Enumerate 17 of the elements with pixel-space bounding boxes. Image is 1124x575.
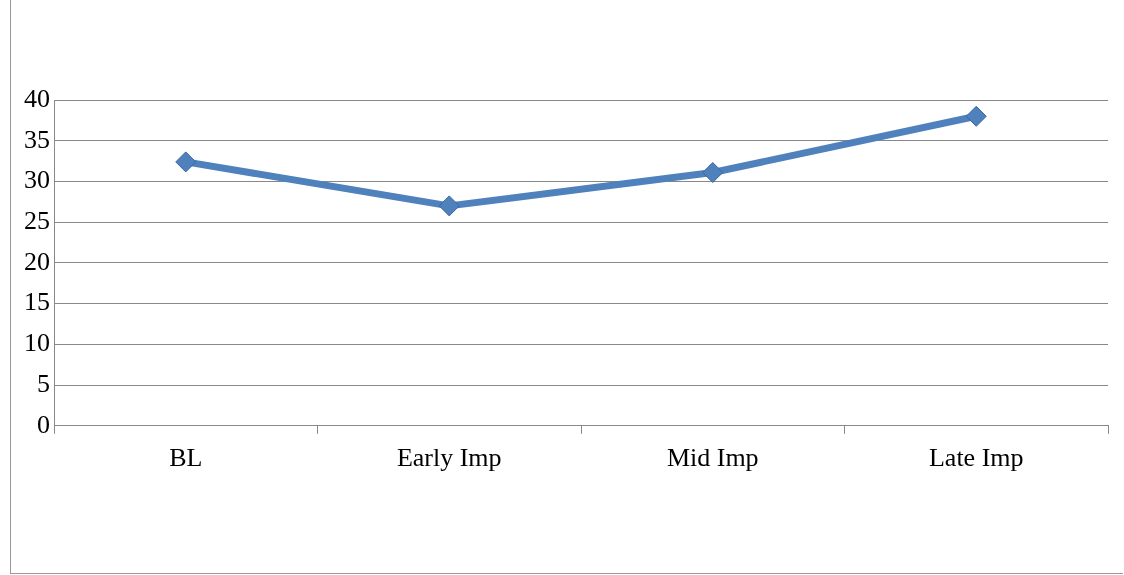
- x-tick-label: Late Imp: [928, 443, 1024, 473]
- x-tick-label: Mid Imp: [666, 443, 759, 473]
- y-tick-label: 10: [24, 328, 50, 358]
- point: [438, 195, 460, 217]
- y-tick-label: 0: [37, 409, 50, 439]
- y-tick-label: 25: [24, 206, 50, 235]
- y-tick-label: 40: [24, 83, 50, 113]
- point: [965, 105, 987, 127]
- y-tick-label: 30: [24, 165, 50, 195]
- point: [702, 161, 724, 183]
- x-tick-label: BL: [169, 443, 203, 473]
- y-tick-label: 15: [24, 287, 50, 317]
- x-tick-label: Early Imp: [396, 443, 502, 473]
- y-tick-label: 35: [24, 124, 50, 154]
- y-tick-label: 20: [24, 246, 50, 276]
- y-tick-label: 5: [37, 368, 50, 398]
- point: [175, 151, 197, 173]
